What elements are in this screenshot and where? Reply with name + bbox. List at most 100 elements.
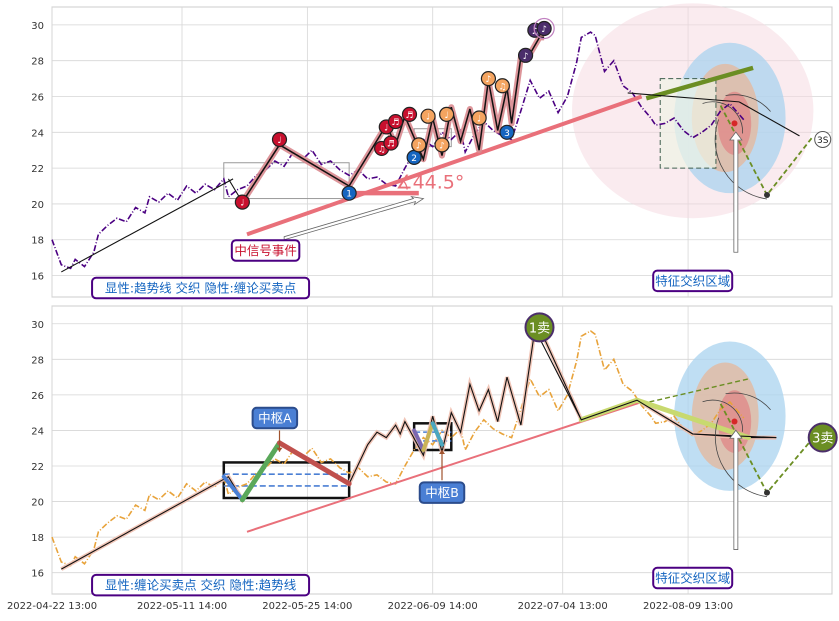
- support-trend-line: [246, 94, 643, 237]
- resistance-trend-line: [645, 65, 754, 101]
- y-tick-label: 30: [31, 21, 44, 32]
- annotation-box-zsa: [251, 406, 299, 430]
- annotation-box-tz: [652, 269, 734, 293]
- buy-point-label: ♪: [541, 25, 547, 35]
- buy-point-label: ♩: [426, 113, 430, 123]
- x-tick-label: 2022-05-25 14:00: [262, 601, 352, 612]
- y-tick-label: 28: [31, 355, 44, 366]
- buy-point-label: ♬: [387, 140, 395, 150]
- projection-arc: [725, 392, 771, 411]
- annotation-text-tz: 特征交织区域: [655, 571, 730, 586]
- feature-zone-dot: [731, 120, 738, 127]
- y-tick-label: 20: [31, 200, 44, 211]
- buy-point-marker: [499, 124, 515, 140]
- buy-point-marker: [411, 137, 427, 153]
- buy-point-marker: [494, 78, 510, 94]
- buy-point-marker: [401, 106, 418, 123]
- annotation-text-zxh: 中信号事件: [234, 243, 297, 258]
- buy-point-label: ♬: [405, 111, 413, 121]
- thin-trend-line: [738, 101, 800, 137]
- buy-point-marker: [434, 137, 450, 153]
- feature-arrow: [729, 131, 743, 253]
- buy-point-marker: [420, 108, 436, 124]
- projection-arc: [702, 101, 743, 134]
- bi-stroke: [61, 327, 777, 570]
- zhongshu-b-arrow-head: [439, 450, 445, 454]
- panel-bottom: 16 18 20 22 24 26 28 30 1卖 3卖 中枢A 中枢B 特征交织区域 显性:缠论买卖点…: [7, 305, 838, 612]
- projection-arc: [714, 417, 768, 498]
- annotation-text-tz: 特征交织区域: [655, 273, 730, 288]
- price-line: [51, 329, 745, 567]
- buy-point-label: ♩: [445, 111, 449, 121]
- sell-point-marker: [807, 422, 838, 453]
- annotation-text-zsa: 中枢A: [258, 411, 292, 426]
- buy-point-marker: [234, 194, 250, 210]
- x-tick-label: 2022-06-09 14:00: [388, 601, 478, 612]
- buy-point-marker: [341, 185, 357, 201]
- y-tick-label: 24: [31, 426, 44, 437]
- zhongshu-b-segment: [430, 421, 444, 447]
- angle-arrow: [283, 195, 425, 241]
- y-tick-label: 22: [31, 462, 44, 473]
- y-tick-label: 16: [31, 272, 44, 283]
- buy-point-marker: [480, 71, 497, 87]
- sell-point-marker: [814, 130, 832, 148]
- annotation-box-zsb: [418, 481, 466, 504]
- annotation-box-lg: [91, 573, 311, 597]
- projected-trend-line: [641, 378, 749, 405]
- buy-point-label: ♪: [439, 141, 445, 151]
- y-tick-label: 20: [31, 498, 44, 509]
- thin-trend-line: [61, 178, 234, 273]
- sell-point-label: 3卖: [812, 432, 833, 447]
- x-tick-label: 2022-07-04 13:00: [518, 601, 608, 612]
- projection-low-dot: [764, 191, 770, 198]
- buy-point-label: ♩: [277, 136, 281, 146]
- buy-point-marker: [439, 106, 455, 123]
- buy-point-marker: [517, 47, 534, 63]
- peak-ring: [533, 17, 555, 40]
- price-line: [51, 31, 745, 270]
- projection-low-dot: [764, 489, 770, 496]
- y-tick-label: 24: [31, 128, 44, 139]
- buy-point-label: 1: [346, 190, 352, 200]
- buy-point-label: ♪: [523, 52, 529, 62]
- annotation-text-lg: 显性:趋势线 交织 隐性:缠论买卖点: [105, 281, 296, 296]
- buy-point-label: ♫: [378, 145, 386, 155]
- y-tick-label: 30: [31, 320, 44, 331]
- y-tick-label: 18: [31, 533, 44, 544]
- buy-point-label: ♩: [240, 199, 244, 209]
- y-tick-label: 16: [31, 569, 44, 580]
- y-tick-label: 28: [31, 57, 44, 68]
- y-tick-label: 26: [31, 93, 44, 104]
- extension-segment: [634, 397, 751, 441]
- annotation-box-tz: [652, 566, 734, 590]
- x-tick-label: 2022-04-22 13:00: [7, 601, 97, 612]
- y-tick-label: 26: [31, 391, 44, 402]
- sell-point-marker: [524, 312, 555, 343]
- feature-arrow: [729, 429, 743, 550]
- bi-stroke: [534, 328, 777, 439]
- y-tick-label: 18: [31, 236, 44, 247]
- buy-point-marker: [387, 113, 404, 130]
- support-trend-line: [246, 401, 642, 533]
- projection-arc: [714, 119, 768, 200]
- buy-point-label: 3: [504, 129, 510, 139]
- projection-arc: [702, 399, 743, 432]
- feature-zone-dot: [731, 418, 738, 425]
- annotation-text-lg: 显性:缠论买卖点 交织 隐性:趋势线: [105, 578, 297, 593]
- zhongshu-a-arrow-head: [276, 447, 283, 452]
- buy-point-label: ♪: [486, 75, 492, 85]
- buy-point-label: ♬: [392, 118, 400, 128]
- buy-point-marker: [383, 135, 399, 151]
- x-tick-label: 2022-08-09 13:00: [643, 601, 733, 612]
- zhongshu-b-segment: [421, 421, 435, 452]
- annotation-text-zsb: 中枢B: [425, 485, 459, 500]
- angle-label: ∡44.5°: [396, 171, 465, 193]
- y-tick-label: 22: [31, 164, 44, 175]
- zhongshu-b-segment: [412, 428, 426, 452]
- zhongshu-a-segment: [239, 440, 282, 503]
- thin-trend-line: [627, 92, 740, 103]
- buy-point-marker: [471, 110, 487, 126]
